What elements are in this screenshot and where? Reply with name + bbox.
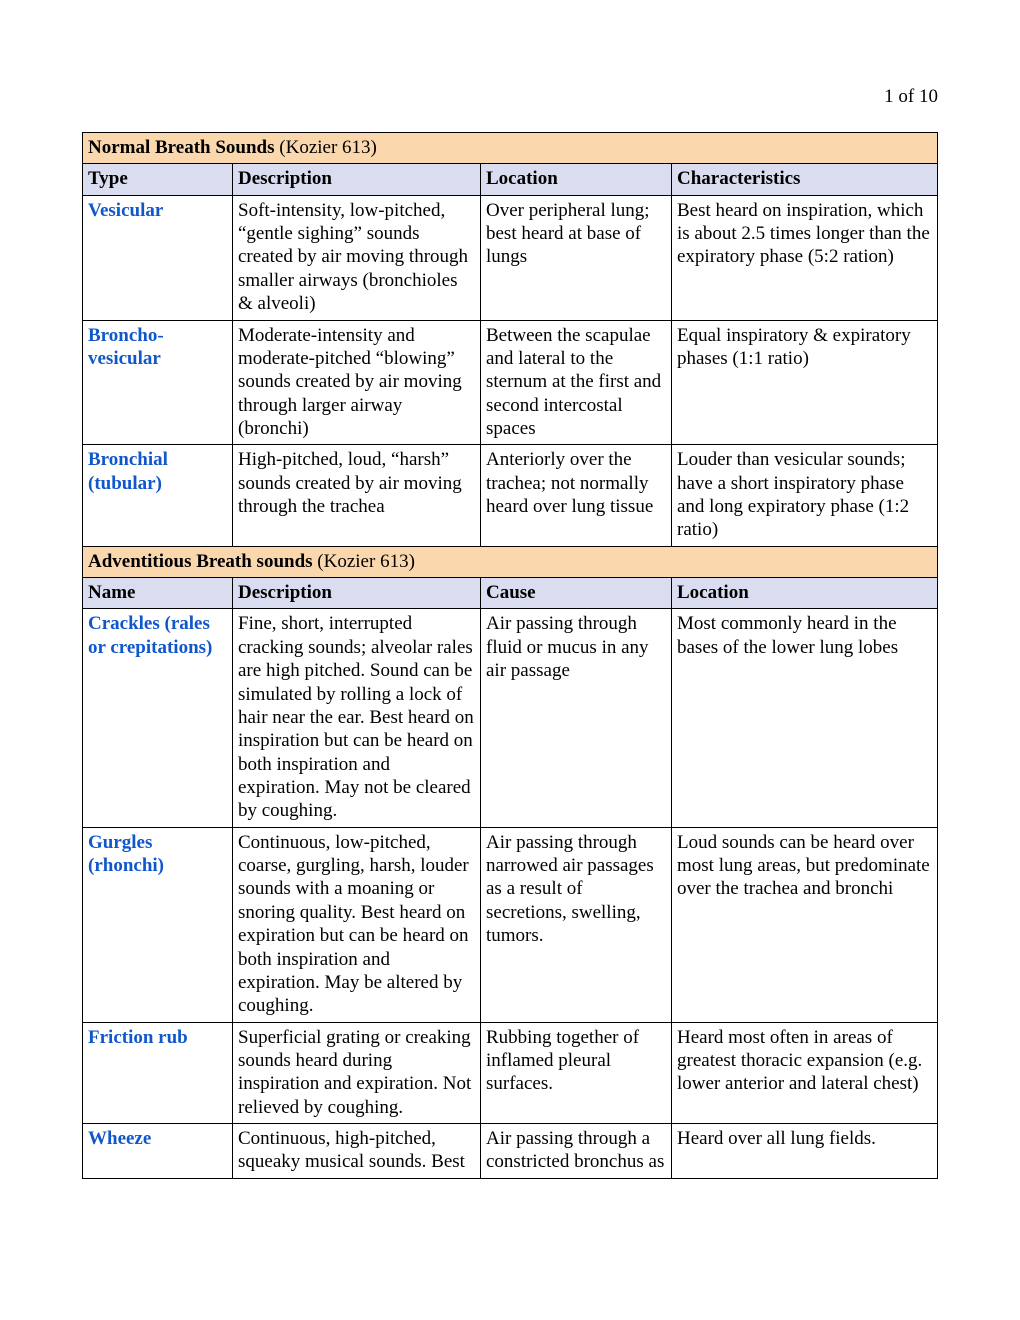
column-header: Location [672, 578, 938, 609]
cell: Continuous, high-pitched, squeaky musica… [233, 1124, 481, 1179]
cell: Continuous, low-pitched, coarse, gurglin… [233, 827, 481, 1022]
cell: Moderate-intensity and moderate-pitched … [233, 320, 481, 445]
cell: Fine, short, interrupted cracking sounds… [233, 609, 481, 827]
section-header: Adventitious Breath sounds (Kozier 613) [83, 546, 938, 577]
term-cell: Wheeze [83, 1124, 233, 1179]
cell: Over peripheral lung; best heard at base… [481, 195, 672, 320]
term-link[interactable]: Friction rub [88, 1027, 188, 1048]
table-row: Broncho-vesicular Moderate-intensity and … [83, 320, 938, 445]
term-link[interactable]: Broncho-vesicular [88, 325, 164, 369]
cell: Loud sounds can be heard over most lung … [672, 827, 938, 1022]
section-title-bold: Adventitious Breath sounds [88, 551, 313, 572]
term-cell: Vesicular [83, 195, 233, 320]
column-header: Name [83, 578, 233, 609]
table-row: Vesicular Soft-intensity, low-pitched, “g… [83, 195, 938, 320]
cell: Heard most often in areas of greatest th… [672, 1022, 938, 1123]
column-header: Location [481, 164, 672, 195]
cell: Air passing through a constricted bronch… [481, 1124, 672, 1179]
section-title-rest: (Kozier 613) [313, 551, 415, 572]
table-row: Crackles (rales or crepitations) Fine, sh… [83, 609, 938, 827]
breath-sounds-table: Normal Breath Sounds (Kozier 613)TypeDes… [82, 132, 938, 1179]
cell: High-pitched, loud, “harsh” sounds creat… [233, 445, 481, 546]
section-title-bold: Normal Breath Sounds [88, 137, 275, 158]
section-header: Normal Breath Sounds (Kozier 613) [83, 133, 938, 164]
table-row: Bronchial (tubular) High-pitched, loud, “… [83, 445, 938, 546]
column-header: Description [233, 578, 481, 609]
page: 1 of 10 Normal Breath Sounds (Kozier 613… [0, 0, 1020, 1320]
section-title-rest: (Kozier 613) [275, 137, 377, 158]
table-row: Wheeze Continuous, high-pitched, squeaky … [83, 1124, 938, 1179]
cell: Soft-intensity, low-pitched, “gentle sig… [233, 195, 481, 320]
term-cell: Crackles (rales or crepitations) [83, 609, 233, 827]
cell: Air passing through narrowed air passage… [481, 827, 672, 1022]
term-link[interactable]: Vesicular [88, 200, 163, 221]
cell: Between the scapulae and lateral to the … [481, 320, 672, 445]
cell: Most commonly heard in the bases of the … [672, 609, 938, 827]
cell: Heard over all lung fields. [672, 1124, 938, 1179]
term-cell: Gurgles (rhonchi) [83, 827, 233, 1022]
term-cell: Friction rub [83, 1022, 233, 1123]
term-cell: Bronchial (tubular) [83, 445, 233, 546]
page-number: 1 of 10 [884, 86, 938, 108]
column-header: Description [233, 164, 481, 195]
term-link[interactable]: Bronchial (tubular) [88, 449, 168, 493]
cell: Equal inspiratory & expiratory phases (1… [672, 320, 938, 445]
cell: Air passing through fluid or mucus in an… [481, 609, 672, 827]
cell: Anteriorly over the trachea; not normall… [481, 445, 672, 546]
term-link[interactable]: Gurgles (rhonchi) [88, 832, 164, 876]
column-header: Cause [481, 578, 672, 609]
term-link[interactable]: Crackles (rales or crepitations) [88, 613, 212, 657]
content: Normal Breath Sounds (Kozier 613)TypeDes… [82, 132, 938, 1179]
table-row: Friction rub Superficial grating or creak… [83, 1022, 938, 1123]
term-cell: Broncho-vesicular [83, 320, 233, 445]
column-header: Characteristics [672, 164, 938, 195]
table-row: Gurgles (rhonchi) Continuous, low-pitched… [83, 827, 938, 1022]
column-header: Type [83, 164, 233, 195]
cell: Rubbing together of inflamed pleural sur… [481, 1022, 672, 1123]
cell: Best heard on inspiration, which is abou… [672, 195, 938, 320]
cell: Louder than vesicular sounds; have a sho… [672, 445, 938, 546]
term-link[interactable]: Wheeze [88, 1128, 151, 1149]
cell: Superficial grating or creaking sounds h… [233, 1022, 481, 1123]
